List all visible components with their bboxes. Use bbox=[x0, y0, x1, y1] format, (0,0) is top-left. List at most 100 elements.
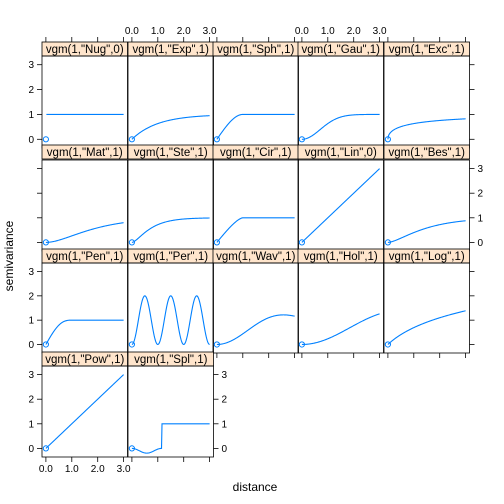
panel-sph: vgm(1,"Sph",1) bbox=[212, 41, 299, 149]
panel-strip-label: vgm(1,"Exp",1) bbox=[132, 44, 209, 56]
variogram-curve bbox=[131, 115, 210, 140]
x-tick-label: 3.0 bbox=[203, 26, 217, 37]
variogram-curve bbox=[301, 168, 380, 243]
y-tick-label: 3 bbox=[478, 164, 484, 175]
variogram-curve bbox=[387, 118, 466, 140]
panel-per: vgm(1,"Per",1) bbox=[127, 248, 214, 354]
panel-strip-label: vgm(1,"Per",1) bbox=[133, 251, 208, 263]
panel-strip-label: vgm(1,"Wav",1) bbox=[216, 251, 295, 263]
panel-strip-label: vgm(1,"Pen",1) bbox=[46, 251, 123, 263]
panel-gau: vgm(1,"Gau",1) bbox=[297, 41, 384, 149]
y-tick-label: 0 bbox=[222, 444, 228, 455]
x-tick-label: 0.0 bbox=[125, 26, 139, 37]
variogram-curve bbox=[45, 374, 124, 449]
y-tick-label: 2 bbox=[28, 85, 34, 96]
panel-exc: vgm(1,"Exc",1) bbox=[383, 41, 470, 149]
panel-frame bbox=[212, 159, 299, 252]
panel-hol: vgm(1,"Hol",1) bbox=[297, 248, 384, 354]
panel-cir: vgm(1,"Cir",1) bbox=[212, 144, 299, 252]
panel-lin: vgm(1,"Lin",0) bbox=[297, 144, 384, 252]
x-tick-label: 2.0 bbox=[91, 464, 105, 475]
panel-strip-label: vgm(1,"Ste",1) bbox=[134, 147, 208, 159]
origin-point bbox=[128, 445, 135, 452]
panel-frame bbox=[383, 159, 470, 252]
panel-bes: vgm(1,"Bes",1) bbox=[383, 144, 470, 252]
origin-point bbox=[128, 136, 135, 143]
y-tick-label: 2 bbox=[222, 395, 228, 406]
panel-strip-label: vgm(1,"Spl",1) bbox=[134, 354, 208, 366]
y-tick-label: 0 bbox=[28, 340, 34, 351]
variogram-curve bbox=[387, 220, 466, 243]
origin-point bbox=[213, 239, 220, 246]
panel-mat: vgm(1,"Mat",1) bbox=[41, 144, 128, 252]
x-tick-label: 0.0 bbox=[39, 464, 53, 475]
origin-point bbox=[42, 341, 49, 348]
y-tick-label: 3 bbox=[28, 370, 34, 381]
panel-spl: vgm(1,"Spl",1) bbox=[127, 351, 214, 458]
panel-frame bbox=[383, 55, 470, 149]
origin-point bbox=[42, 239, 49, 246]
origin-point bbox=[384, 239, 391, 246]
variogram-curve bbox=[45, 319, 124, 345]
panel-pen: vgm(1,"Pen",1) bbox=[41, 248, 128, 354]
origin-point bbox=[128, 341, 135, 348]
panel-strip bbox=[383, 144, 470, 160]
y-tick-label: 2 bbox=[28, 291, 34, 302]
y-tick-label: 1 bbox=[28, 316, 34, 327]
panel-frame bbox=[127, 55, 214, 149]
panel-frame bbox=[212, 262, 299, 354]
y-tick-label: 1 bbox=[478, 213, 484, 224]
panel-strip-label: vgm(1,"Hol",1) bbox=[304, 251, 378, 263]
y-tick-label: 0 bbox=[28, 444, 34, 455]
x-tick-label: 1.0 bbox=[151, 26, 165, 37]
origin-point bbox=[42, 445, 49, 452]
x-tick-label: 0.0 bbox=[295, 26, 309, 37]
origin-point bbox=[298, 239, 305, 246]
panel-strip-label: vgm(1,"Lin",0) bbox=[305, 147, 377, 159]
origin-point bbox=[128, 239, 135, 246]
panel-frame bbox=[297, 262, 384, 354]
panel-frame bbox=[41, 262, 128, 354]
x-tick-label: 2.0 bbox=[347, 26, 361, 37]
panel-pow: vgm(1,"Pow",1) bbox=[41, 351, 128, 458]
panel-strip-label: vgm(1,"Pow",1) bbox=[45, 354, 124, 366]
panel-strip-label: vgm(1,"Nug",0) bbox=[46, 44, 124, 56]
panel-frame bbox=[41, 55, 128, 149]
panel-strip bbox=[41, 144, 128, 160]
x-axis-label: distance bbox=[233, 480, 278, 494]
panel-frame bbox=[212, 55, 299, 149]
variogram-curve bbox=[131, 217, 210, 243]
panel-strip bbox=[297, 144, 384, 160]
y-tick-label: 3 bbox=[28, 60, 34, 71]
y-tick-label: 1 bbox=[222, 419, 228, 430]
x-tick-label: 3.0 bbox=[117, 464, 131, 475]
panel-frame bbox=[127, 159, 214, 252]
origin-point bbox=[298, 136, 305, 143]
panel-ste: vgm(1,"Ste",1) bbox=[127, 144, 214, 252]
x-tick-label: 3.0 bbox=[373, 26, 387, 37]
origin-point bbox=[384, 136, 391, 143]
panel-strip-label: vgm(1,"Sph",1) bbox=[217, 44, 294, 56]
y-tick-label: 3 bbox=[28, 267, 34, 278]
variogram-curve bbox=[387, 310, 466, 345]
panel-frame bbox=[41, 159, 128, 252]
y-tick-label: 0 bbox=[28, 135, 34, 146]
variogram-curve bbox=[216, 113, 295, 140]
panel-frame bbox=[297, 55, 384, 149]
panel-frame bbox=[383, 262, 470, 354]
origin-point bbox=[384, 341, 391, 348]
y-tick-label: 2 bbox=[478, 189, 484, 200]
panel-strip-label: vgm(1,"Gau",1) bbox=[302, 44, 381, 56]
panel-frame bbox=[41, 365, 128, 458]
origin-point bbox=[213, 341, 220, 348]
y-tick-label: 1 bbox=[28, 419, 34, 430]
panel-strip-label: vgm(1,"Log",1) bbox=[389, 251, 465, 263]
y-tick-label: 0 bbox=[478, 238, 484, 249]
y-tick-label: 1 bbox=[28, 110, 34, 121]
y-axis-label: semivariance bbox=[2, 220, 16, 291]
y-tick-label: 2 bbox=[28, 395, 34, 406]
panel-frame bbox=[127, 365, 214, 458]
panel-strip-label: vgm(1,"Exc",1) bbox=[389, 44, 465, 56]
panel-nug: vgm(1,"Nug",0) bbox=[41, 41, 128, 149]
